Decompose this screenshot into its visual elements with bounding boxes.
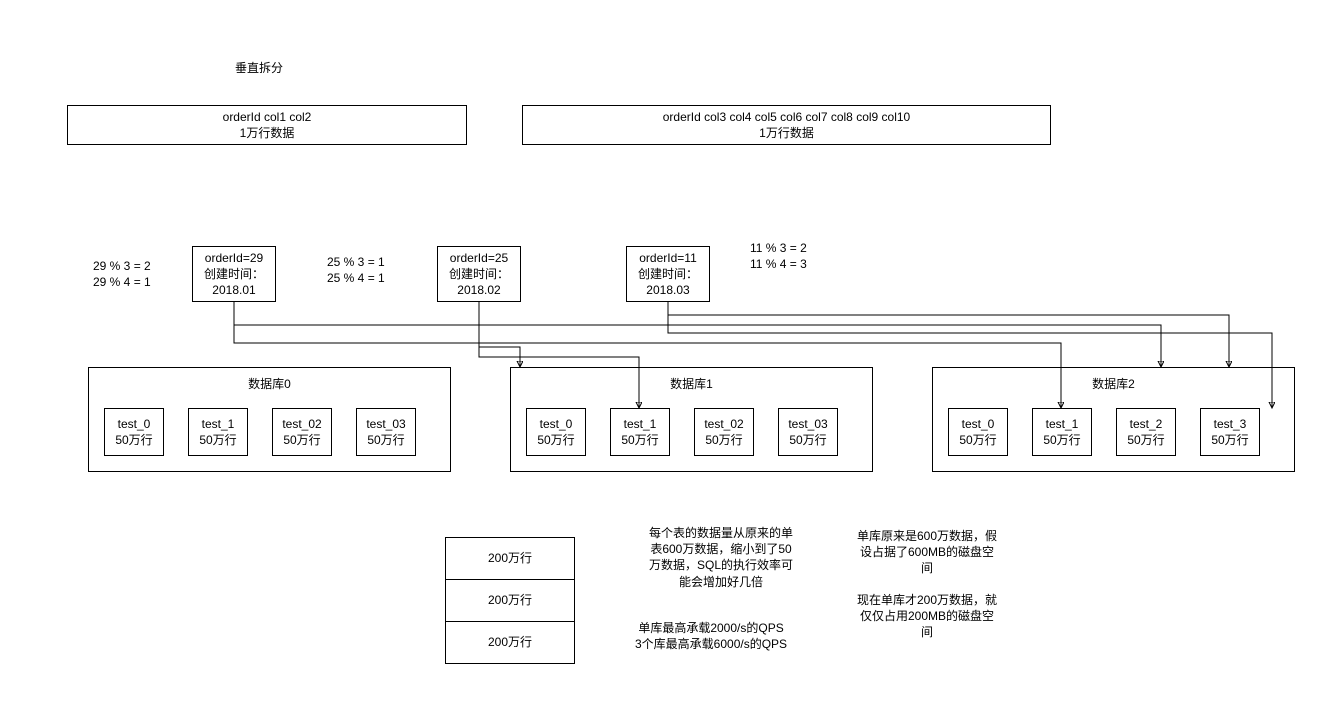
- vsplit-right-line2: 1万行数据: [759, 125, 814, 141]
- order-11-l2: 创建时间：: [638, 266, 698, 282]
- note-qps: 单库最高承载2000/s的QPS 3个库最高承载6000/s的QPS: [635, 620, 787, 652]
- db1-table-2: test_02 50万行: [694, 408, 754, 456]
- db2-t1-rows: 50万行: [1043, 432, 1080, 448]
- order-29-box: orderId=29 创建时间： 2018.01: [192, 246, 276, 302]
- db2-table-3: test_3 50万行: [1200, 408, 1260, 456]
- order-29-l2: 创建时间：: [204, 266, 264, 282]
- db1-table-1: test_1 50万行: [610, 408, 670, 456]
- vsplit-left-line2: 1万行数据: [240, 125, 295, 141]
- db0-table-3: test_03 50万行: [356, 408, 416, 456]
- db0-t2-name: test_02: [282, 416, 321, 432]
- calc-11: 11 % 3 = 2 11 % 4 = 3: [750, 240, 807, 272]
- db1-t3-name: test_03: [788, 416, 827, 432]
- order-11-box: orderId=11 创建时间： 2018.03: [626, 246, 710, 302]
- db0-t3-name: test_03: [366, 416, 405, 432]
- db2-t0-name: test_0: [962, 416, 995, 432]
- db2-table-2: test_2 50万行: [1116, 408, 1176, 456]
- vsplit-right-box: orderId col3 col4 col5 col6 col7 col8 co…: [522, 105, 1051, 145]
- db2-title: 数据库2: [1092, 376, 1135, 392]
- db2-table-1: test_1 50万行: [1032, 408, 1092, 456]
- calc-29: 29 % 3 = 2 29 % 4 = 1: [93, 258, 151, 290]
- db0-t1-name: test_1: [202, 416, 235, 432]
- vsplit-left-line1: orderId col1 col2: [223, 109, 312, 125]
- db0-table-0: test_0 50万行: [104, 408, 164, 456]
- db1-t1-rows: 50万行: [621, 432, 658, 448]
- db0-title: 数据库0: [248, 376, 291, 392]
- order-29-l3: 2018.01: [212, 282, 255, 298]
- db0-t0-rows: 50万行: [115, 432, 152, 448]
- order-11-l1: orderId=11: [639, 250, 697, 266]
- db0-table-1: test_1 50万行: [188, 408, 248, 456]
- order-25-box: orderId=25 创建时间： 2018.02: [437, 246, 521, 302]
- order-11-l3: 2018.03: [646, 282, 689, 298]
- vsplit-right-line1: orderId col3 col4 col5 col6 col7 col8 co…: [663, 109, 910, 125]
- db0-t0-name: test_0: [118, 416, 151, 432]
- stack-2-v: 200万行: [488, 634, 532, 650]
- db0-t1-rows: 50万行: [199, 432, 236, 448]
- order-25-l3: 2018.02: [457, 282, 500, 298]
- note-disk-before: 单库原来是600万数据，假 设占据了600MB的磁盘空 间: [857, 528, 997, 577]
- stack-2: 200万行: [445, 621, 575, 664]
- db1-title: 数据库1: [670, 376, 713, 392]
- db1-t0-name: test_0: [540, 416, 573, 432]
- order-29-l1: orderId=29: [205, 250, 263, 266]
- diagram-title: 垂直拆分: [235, 60, 283, 76]
- db1-table-3: test_03 50万行: [778, 408, 838, 456]
- stack-0-v: 200万行: [488, 550, 532, 566]
- db1-t3-rows: 50万行: [789, 432, 826, 448]
- db1-table-0: test_0 50万行: [526, 408, 586, 456]
- order-25-l2: 创建时间：: [449, 266, 509, 282]
- stack-1-v: 200万行: [488, 592, 532, 608]
- stack-0: 200万行: [445, 537, 575, 580]
- db2-t0-rows: 50万行: [959, 432, 996, 448]
- db1-t0-rows: 50万行: [537, 432, 574, 448]
- db2-t3-name: test_3: [1214, 416, 1247, 432]
- db2-t1-name: test_1: [1046, 416, 1079, 432]
- db2-t2-name: test_2: [1130, 416, 1163, 432]
- db0-t2-rows: 50万行: [283, 432, 320, 448]
- db1-t2-rows: 50万行: [705, 432, 742, 448]
- calc-25: 25 % 3 = 1 25 % 4 = 1: [327, 254, 385, 286]
- db1-t1-name: test_1: [624, 416, 657, 432]
- order-25-l1: orderId=25: [450, 250, 508, 266]
- db0-table-2: test_02 50万行: [272, 408, 332, 456]
- note-disk-after: 现在单库才200万数据，就 仅仅占用200MB的磁盘空 间: [857, 592, 997, 641]
- db0-t3-rows: 50万行: [367, 432, 404, 448]
- vsplit-left-box: orderId col1 col2 1万行数据: [67, 105, 467, 145]
- db2-t3-rows: 50万行: [1211, 432, 1248, 448]
- db2-t2-rows: 50万行: [1127, 432, 1164, 448]
- db2-table-0: test_0 50万行: [948, 408, 1008, 456]
- diagram-stage: 垂直拆分 orderId col1 col2 1万行数据 orderId col…: [0, 0, 1343, 707]
- stack-1: 200万行: [445, 579, 575, 622]
- note-efficiency: 每个表的数据量从原来的单 表600万数据，缩小到了50 万数据，SQL的执行效率…: [649, 525, 793, 590]
- db1-t2-name: test_02: [704, 416, 743, 432]
